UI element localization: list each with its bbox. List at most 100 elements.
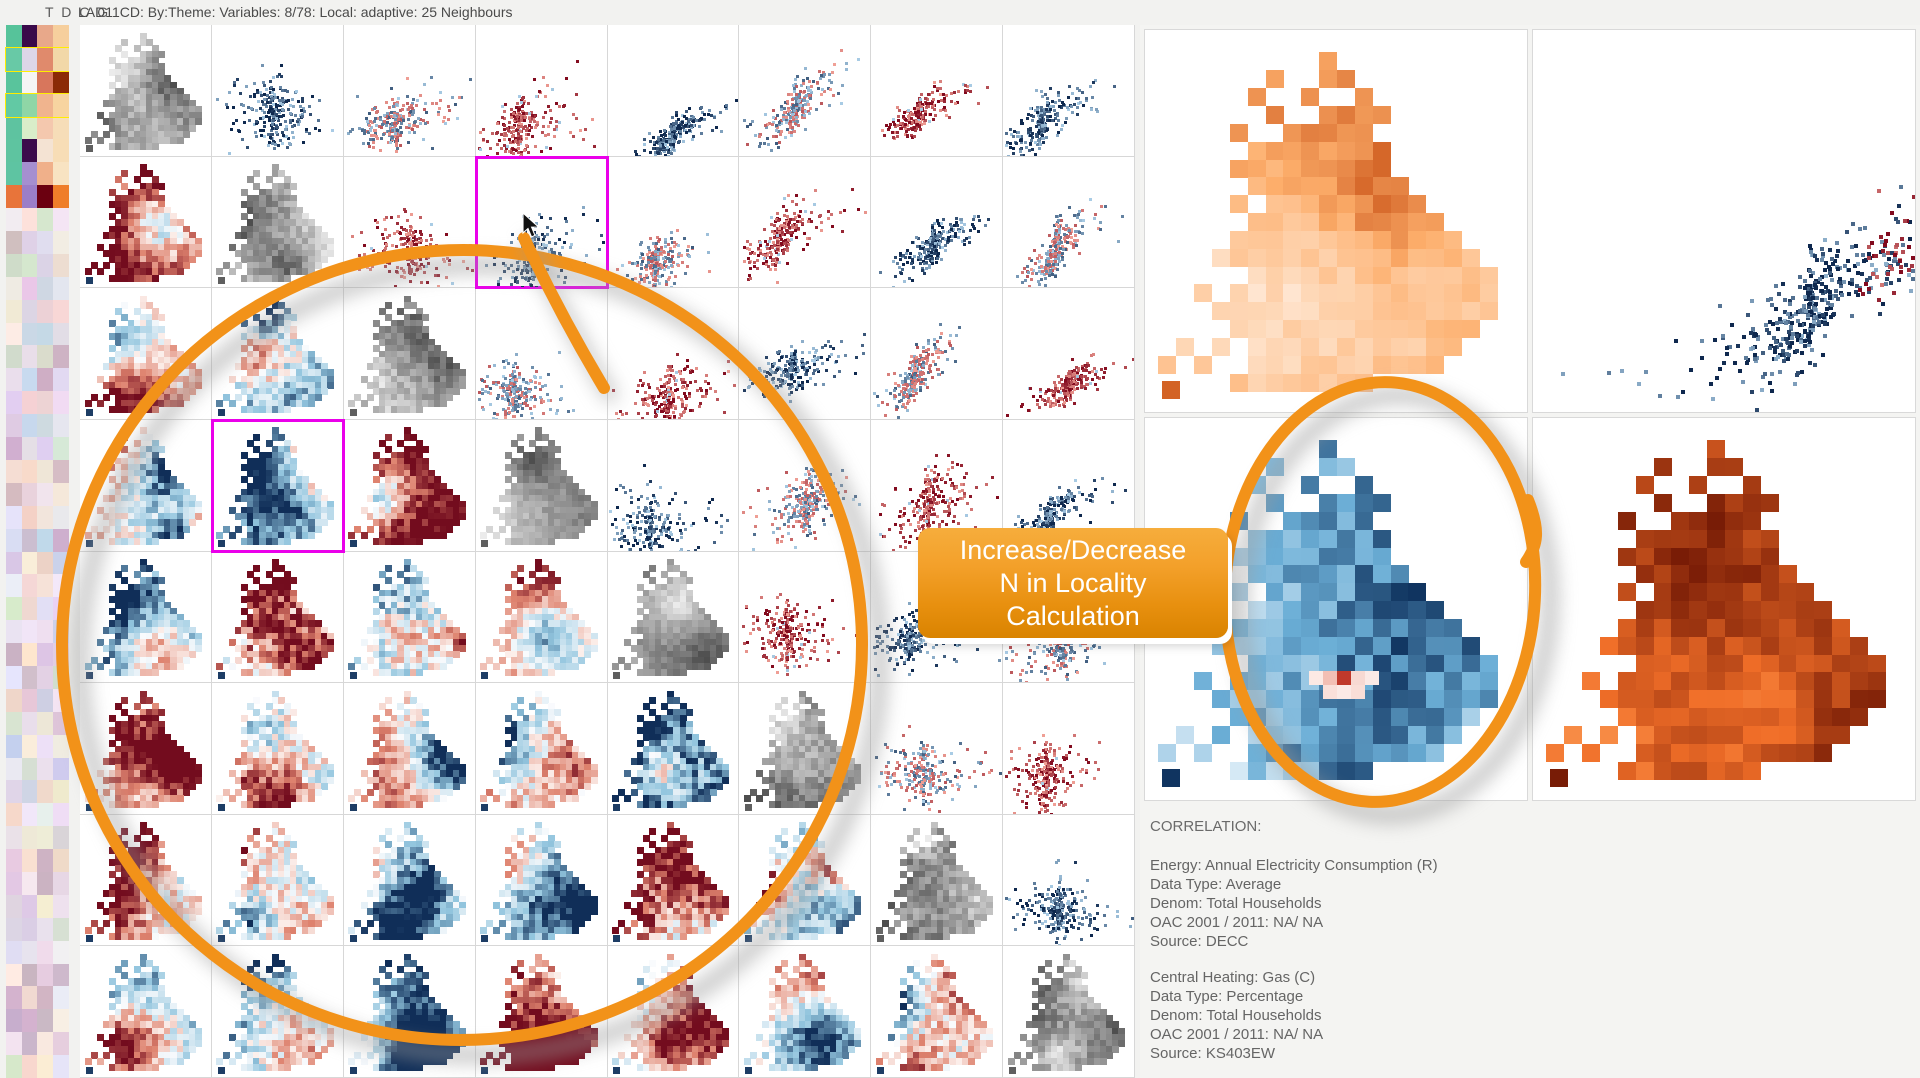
variable-strip-swatch[interactable] (22, 826, 38, 849)
variable-strip-swatch[interactable] (6, 162, 22, 185)
variable-strip-swatch[interactable] (22, 185, 38, 208)
splom-cell[interactable] (476, 288, 608, 420)
variable-strip-swatch[interactable] (22, 25, 38, 48)
variable-strip-row[interactable] (6, 208, 68, 231)
variable-strip-row[interactable] (6, 345, 68, 368)
splom-cell[interactable] (344, 25, 476, 157)
variable-strip-swatch[interactable] (37, 48, 53, 71)
variable-strip-row[interactable] (6, 254, 68, 277)
variable-strip-swatch[interactable] (37, 666, 53, 689)
variable-strip-swatch[interactable] (6, 620, 22, 643)
variable-strip-swatch[interactable] (37, 414, 53, 437)
variable-strip-swatch[interactable] (37, 1009, 53, 1032)
variable-strip-swatch[interactable] (37, 254, 53, 277)
variable-strip-swatch[interactable] (22, 643, 38, 666)
variable-strip-swatch[interactable] (53, 758, 69, 781)
variable-strip-swatch[interactable] (53, 712, 69, 735)
variable-strip-swatch[interactable] (22, 712, 38, 735)
variable-strip-swatch[interactable] (37, 895, 53, 918)
variable-strip-swatch[interactable] (53, 964, 69, 987)
variable-strip-swatch[interactable] (37, 712, 53, 735)
variable-strip-swatch[interactable] (37, 117, 53, 140)
variable-strip-row[interactable] (6, 300, 68, 323)
variable-strip-row[interactable] (6, 941, 68, 964)
variable-strip-swatch[interactable] (53, 414, 69, 437)
variable-strip-swatch[interactable] (53, 1009, 69, 1032)
variable-strip-swatch[interactable] (6, 208, 22, 231)
variable-strip-swatch[interactable] (53, 117, 69, 140)
variable-strip-swatch[interactable] (53, 323, 69, 346)
splom-cell[interactable] (80, 157, 212, 289)
variable-strip-swatch[interactable] (6, 872, 22, 895)
variable-strip-swatch[interactable] (53, 552, 69, 575)
variable-strip-swatch[interactable] (37, 391, 53, 414)
variable-strip-swatch[interactable] (37, 986, 53, 1009)
variable-strip-swatch[interactable] (22, 414, 38, 437)
variable-strip-swatch[interactable] (53, 735, 69, 758)
variable-strip-row[interactable] (6, 460, 68, 483)
variable-strip-swatch[interactable] (37, 345, 53, 368)
variable-strip-swatch[interactable] (6, 780, 22, 803)
variable-strip-swatch[interactable] (22, 758, 38, 781)
variable-strip-row[interactable] (6, 666, 68, 689)
splom-cell[interactable] (344, 288, 476, 420)
splom-cell[interactable] (212, 25, 344, 157)
variable-strip-swatch[interactable] (53, 620, 69, 643)
variable-strip-swatch[interactable] (6, 758, 22, 781)
variable-strip-swatch[interactable] (22, 918, 38, 941)
variable-strip-swatch[interactable] (53, 368, 69, 391)
variable-strip-row[interactable] (6, 803, 68, 826)
variable-strip-swatch[interactable] (6, 300, 22, 323)
variable-strip-swatch[interactable] (37, 689, 53, 712)
variable-strip-swatch[interactable] (22, 506, 38, 529)
variable-strip-swatch[interactable] (6, 506, 22, 529)
variable-strip-row[interactable] (6, 758, 68, 781)
variable-strip-row[interactable] (6, 1055, 68, 1078)
variable-strip-swatch[interactable] (37, 162, 53, 185)
variable-strip-row[interactable] (6, 437, 68, 460)
variable-strip-swatch[interactable] (6, 185, 22, 208)
variable-strip-row[interactable] (6, 185, 68, 208)
variable-strip-row[interactable] (6, 414, 68, 437)
variable-strip-swatch[interactable] (6, 71, 22, 94)
variable-strip-swatch[interactable] (22, 1009, 38, 1032)
variable-strip-swatch[interactable] (37, 208, 53, 231)
variable-strip-row[interactable] (6, 552, 68, 575)
variable-strip-swatch[interactable] (22, 94, 38, 117)
variable-strip-swatch[interactable] (37, 368, 53, 391)
variable-strip-swatch[interactable] (22, 277, 38, 300)
variable-strip-swatch[interactable] (22, 986, 38, 1009)
variable-strip-swatch[interactable] (6, 941, 22, 964)
variable-strip-row[interactable] (6, 162, 68, 185)
variable-strip-swatch[interactable] (6, 483, 22, 506)
variable-strip-row[interactable] (6, 780, 68, 803)
variable-strip-row[interactable] (6, 94, 68, 117)
variable-strip-swatch[interactable] (22, 574, 38, 597)
variable-strip-swatch[interactable] (53, 1055, 69, 1078)
variable-strip-row[interactable] (6, 48, 68, 71)
variable-strip-swatch[interactable] (37, 780, 53, 803)
variable-strip-swatch[interactable] (6, 94, 22, 117)
variable-strip-swatch[interactable] (6, 735, 22, 758)
variable-strip-swatch[interactable] (22, 368, 38, 391)
splom-cell[interactable] (739, 25, 871, 157)
variable-strip-swatch[interactable] (22, 1032, 38, 1055)
variable-strip-swatch[interactable] (53, 254, 69, 277)
variable-strip-swatch[interactable] (53, 483, 69, 506)
variable-strip-swatch[interactable] (37, 735, 53, 758)
variable-strip-swatch[interactable] (6, 345, 22, 368)
variable-strip-swatch[interactable] (6, 552, 22, 575)
variable-strip-swatch[interactable] (53, 48, 69, 71)
variable-strip-swatch[interactable] (6, 368, 22, 391)
variable-strip-swatch[interactable] (6, 254, 22, 277)
splom-cell[interactable] (608, 288, 740, 420)
variable-strip-swatch[interactable] (37, 323, 53, 346)
variable-strip-swatch[interactable] (53, 918, 69, 941)
variable-strip-swatch[interactable] (37, 803, 53, 826)
variable-strip-swatch[interactable] (53, 597, 69, 620)
variable-strip-swatch[interactable] (37, 597, 53, 620)
variable-strip-swatch[interactable] (53, 437, 69, 460)
variable-strip-swatch[interactable] (37, 437, 53, 460)
variable-strip-swatch[interactable] (22, 872, 38, 895)
variable-strip-swatch[interactable] (6, 1009, 22, 1032)
